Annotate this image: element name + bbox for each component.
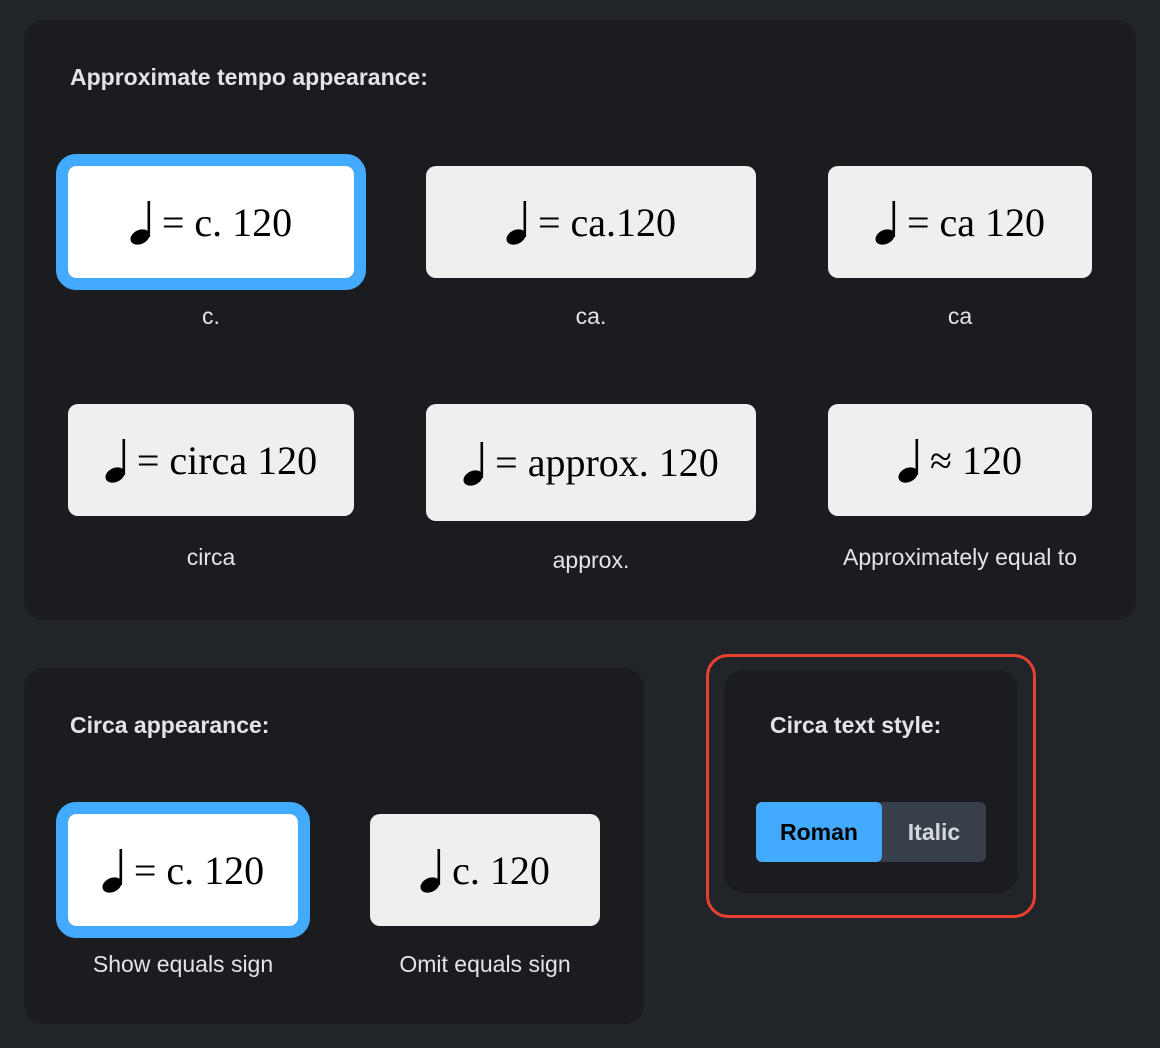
circa-text-style-toggle[interactable]: Roman Italic (756, 802, 986, 862)
italic-button[interactable]: Italic (907, 818, 961, 845)
option-text: = c. 120 (133, 847, 265, 893)
option-label: ca. (575, 303, 607, 329)
option-text: = ca.120 (537, 199, 677, 245)
approximate-tempo-title: Approximate tempo appearance: (70, 64, 428, 90)
option-text: = circa 120 (136, 437, 318, 483)
option-text: = c. 120 (161, 199, 293, 245)
option-text: c. 120 (452, 847, 550, 893)
highlight-outline (706, 654, 1036, 918)
roman-button[interactable]: Roman (756, 802, 882, 862)
quarter-note-icon (874, 201, 897, 245)
option-label: c. (202, 303, 220, 329)
option-label: approx. (552, 547, 630, 573)
option-label: Approximately equal to (843, 544, 1077, 570)
quarter-note-icon (420, 849, 443, 893)
quarter-note-icon (505, 201, 528, 245)
quarter-note-icon (101, 849, 124, 893)
tempo-option-circa[interactable]: = circa 120 (68, 404, 354, 516)
tempo-option-approximately-equal[interactable]: ≈ 120 (828, 404, 1092, 516)
quarter-note-icon (463, 441, 486, 486)
circa-text-style-title: Circa text style: (770, 712, 942, 738)
quarter-note-icon (129, 201, 152, 245)
option-label: ca (947, 303, 973, 329)
option-text: ≈ 120 (930, 437, 1022, 483)
tempo-option-c[interactable]: = c. 120 (56, 154, 366, 290)
circa-option-show-equals[interactable]: = c. 120 (56, 802, 310, 938)
quarter-note-icon (104, 439, 127, 483)
quarter-note-icon (898, 439, 921, 483)
tempo-option-ca[interactable]: = ca 120 (828, 166, 1092, 278)
option-label: Show equals sign (92, 951, 274, 977)
circa-option-omit-equals[interactable]: c. 120 (370, 814, 600, 926)
option-text: = approx. 120 (495, 440, 719, 485)
tempo-option-ca-dot[interactable]: = ca.120 (426, 166, 756, 278)
option-text: = ca 120 (906, 199, 1046, 245)
option-label: circa (186, 544, 236, 570)
tempo-option-approx[interactable]: = approx. 120 (426, 404, 756, 521)
option-label: Omit equals sign (399, 951, 571, 977)
circa-appearance-title: Circa appearance: (70, 712, 270, 738)
